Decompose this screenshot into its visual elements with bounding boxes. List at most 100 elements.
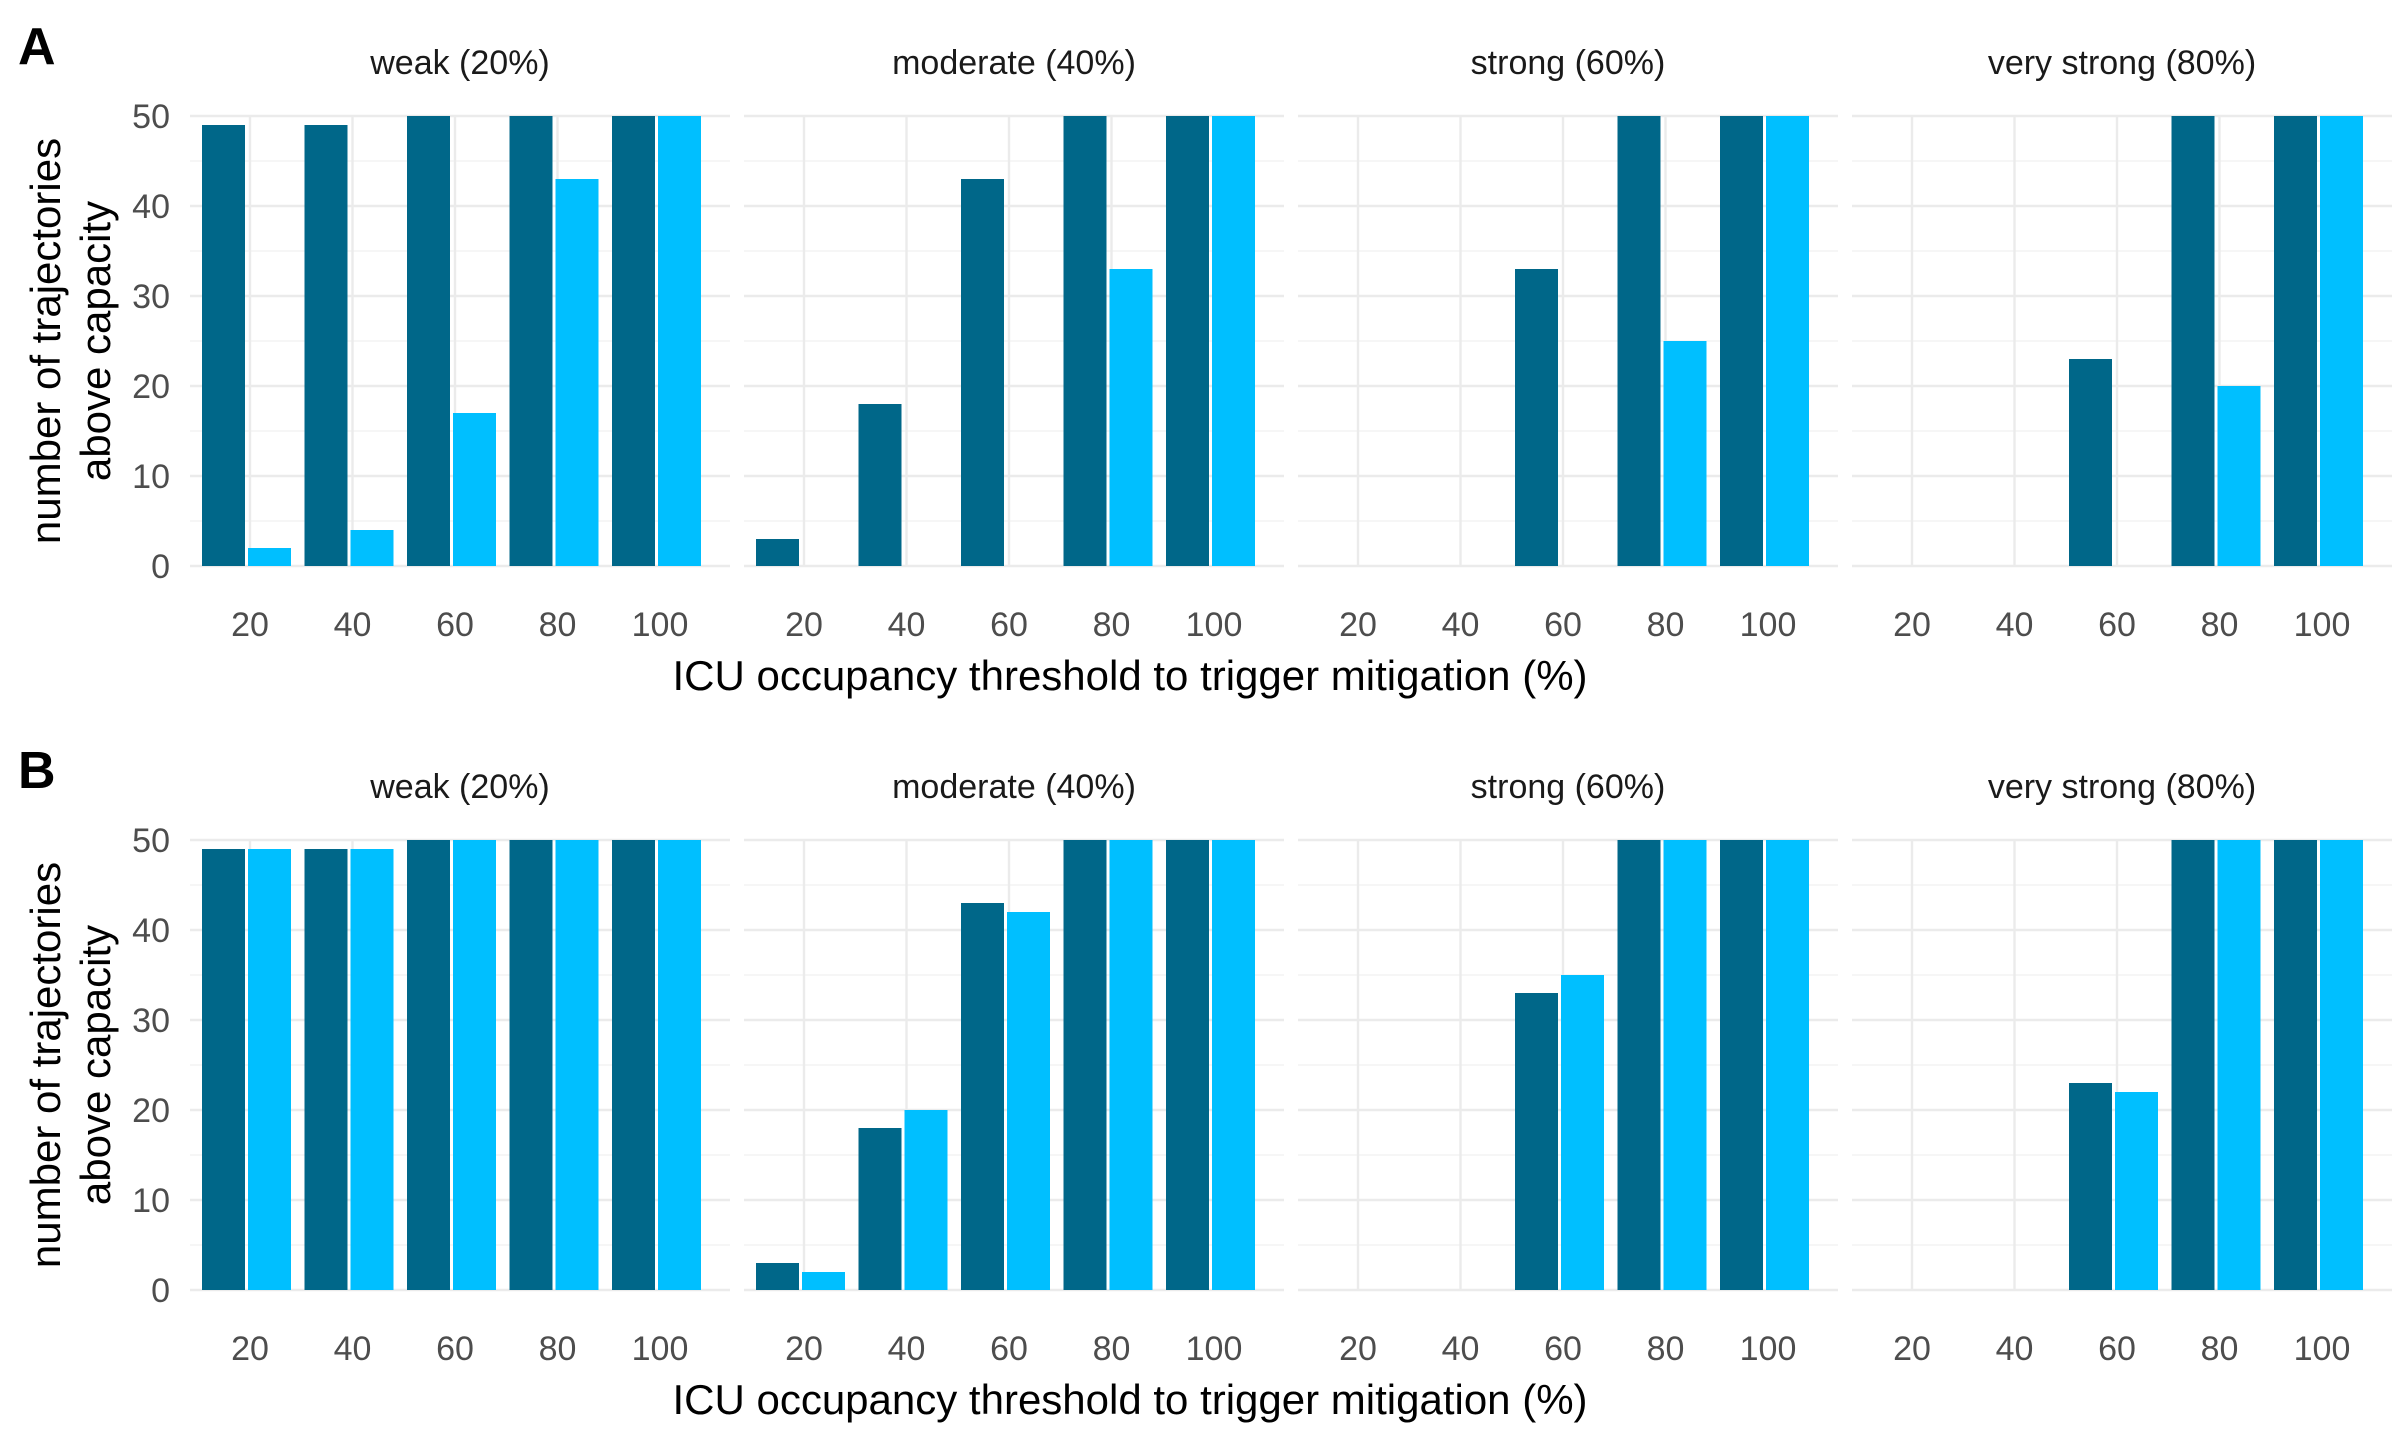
x-tick-label: 100 [2294,606,2351,644]
y-tick-label: 30 [132,1002,170,1040]
x-tick-label: 100 [632,606,689,644]
bar-series-1 [1166,840,1209,1290]
facet-1: moderate (40%) 20 40 60 80 100 [744,44,1284,644]
bar-series-2 [2217,386,2261,566]
x-tick-label: 20 [231,606,269,644]
y-tick-label: 0 [151,1272,170,1310]
x-tick-label: 20 [1339,606,1377,644]
x-tick-label: 20 [1893,606,1931,644]
bar-series-1 [202,125,245,566]
x-tick-label: 60 [2098,606,2136,644]
bar-series-1 [1515,993,1558,1290]
x-tick-label: 40 [1442,606,1480,644]
bar-series-2 [555,179,599,566]
facet-title: moderate (40%) [892,44,1136,82]
x-tick-label: 80 [539,606,577,644]
x-tick-label: 60 [436,606,474,644]
bar-series-2 [1766,116,1809,566]
bar-series-1 [961,179,1004,566]
facet-3: very strong (80%) 20 40 60 80 100 [1852,768,2392,1368]
y-axis-title: number of trajectories [22,138,69,544]
x-tick-label: 20 [1893,1330,1931,1368]
bar-series-2 [904,1110,948,1290]
y-tick-label: 30 [132,278,170,316]
x-tick-label: 80 [1093,606,1131,644]
facet-title: strong (60%) [1471,44,1666,82]
y-tick-label: 10 [132,458,170,496]
bar-series-1 [509,116,553,566]
bar-series-1 [407,840,450,1290]
bar-series-1 [858,1128,902,1290]
facet-2: strong (60%) 20 40 60 80 100 [1298,768,1838,1368]
y-tick-label: 40 [132,912,170,950]
x-axis-title: ICU occupancy threshold to trigger mitig… [672,1376,1587,1423]
x-tick-label: 20 [1339,1330,1377,1368]
x-tick-label: 80 [1647,1330,1685,1368]
bar-series-1 [1720,116,1763,566]
bar-series-1 [2171,840,2215,1290]
bar-series-2 [2320,116,2363,566]
facet-title: weak (20%) [369,44,550,82]
bar-series-1 [2274,840,2317,1290]
bar-series-2 [658,116,701,566]
bar-series-1 [304,125,348,566]
facet-2: strong (60%) 20 40 60 80 100 [1298,44,1838,644]
bar-series-2 [2217,840,2261,1290]
bar-series-1 [1617,840,1661,1290]
bar-series-2 [1766,840,1809,1290]
x-tick-label: 80 [2201,606,2239,644]
y-tick-label: 50 [132,822,170,860]
bar-series-1 [2171,116,2215,566]
x-tick-label: 100 [2294,1330,2351,1368]
x-tick-label: 100 [1186,1330,1243,1368]
x-tick-label: 60 [990,1330,1028,1368]
x-tick-label: 20 [785,606,823,644]
bar-series-2 [1663,341,1707,566]
facet-3: very strong (80%) 20 40 60 80 100 [1852,44,2392,644]
x-tick-label: 60 [436,1330,474,1368]
bar-series-1 [407,116,450,566]
y-tick-label: 50 [132,98,170,136]
x-tick-label: 60 [990,606,1028,644]
x-tick-label: 40 [334,606,372,644]
y-axis-title: number of trajectories [22,862,69,1268]
x-tick-label: 20 [785,1330,823,1368]
facet-1: moderate (40%) 20 40 60 80 100 [744,768,1284,1368]
x-tick-label: 20 [231,1330,269,1368]
bar-series-1 [509,840,553,1290]
x-tick-label: 100 [632,1330,689,1368]
bar-series-1 [1720,840,1763,1290]
x-tick-label: 40 [1996,1330,2034,1368]
y-tick-label: 0 [151,548,170,586]
bar-series-2 [1109,840,1153,1290]
bar-series-2 [453,840,496,1290]
x-axis-title: ICU occupancy threshold to trigger mitig… [672,652,1587,699]
x-tick-label: 40 [888,606,926,644]
x-tick-label: 80 [2201,1330,2239,1368]
bar-series-1 [1063,116,1107,566]
bar-series-1 [1166,116,1209,566]
x-tick-label: 100 [1740,1330,1797,1368]
x-tick-label: 60 [1544,606,1582,644]
bar-series-2 [1663,840,1707,1290]
bar-series-1 [858,404,902,566]
x-tick-label: 40 [1996,606,2034,644]
bar-series-2 [802,1272,845,1290]
x-tick-label: 40 [1442,1330,1480,1368]
bar-series-2 [1561,975,1604,1290]
facet-title: very strong (80%) [1988,768,2256,806]
bar-series-2 [1212,116,1255,566]
bar-series-2 [555,840,599,1290]
facet-title: moderate (40%) [892,768,1136,806]
bar-series-2 [2320,840,2363,1290]
x-tick-label: 100 [1740,606,1797,644]
bar-series-2 [658,840,701,1290]
facet-title: weak (20%) [369,768,550,806]
y-tick-label: 20 [132,1092,170,1130]
y-axis-title: above capacity [72,925,119,1205]
y-tick-label: 20 [132,368,170,406]
chart-panel-A: A 0 10 20 30 40 50 number of trajectories above … [18,18,2392,699]
bar-series-1 [2274,116,2317,566]
bar-series-1 [304,849,348,1290]
bar-series-1 [961,903,1004,1290]
